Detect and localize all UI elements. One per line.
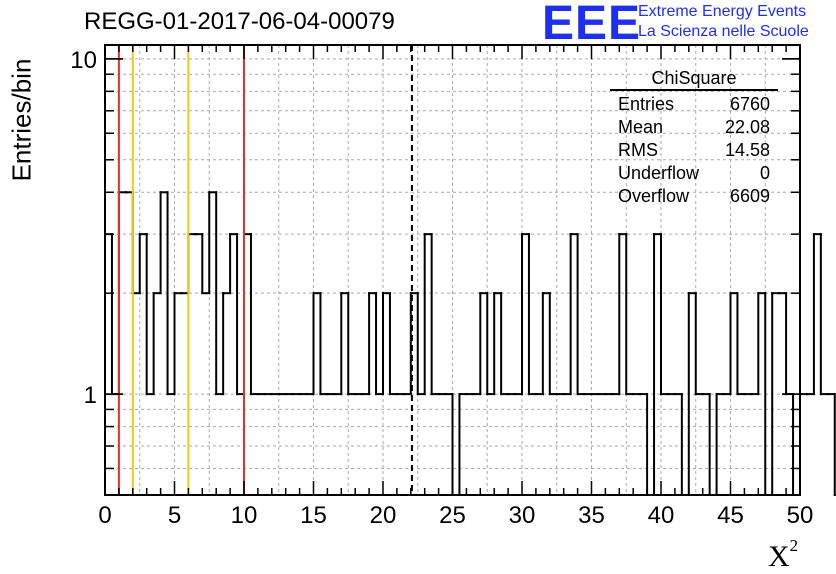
x-tick-label: 50 [787, 502, 814, 529]
stats-label: Overflow [618, 186, 690, 206]
x-tick-label: 20 [370, 502, 397, 529]
y-tick-label: 1 [84, 382, 97, 409]
logo-line-2: La Scienza nelle Scuole [638, 23, 809, 40]
x-axis-label: X2 [768, 536, 798, 574]
stats-label: Mean [618, 117, 664, 137]
stats-row-entries: Entries 6760 [610, 93, 778, 116]
stats-value: 6760 [729, 94, 770, 114]
x-tick-label: 10 [231, 502, 258, 529]
run-title: REGG-01-2017-06-04-00079 [84, 8, 395, 35]
stats-value: 0 [759, 163, 770, 183]
stats-box: ChiSquare Entries 6760 Mean 22.08 RMS 14.58… [610, 68, 778, 208]
stats-row-mean: Mean 22.08 [610, 116, 778, 139]
stats-label: Entries [618, 94, 675, 114]
axes-layer: 0 5 10 15 20 25 30 35 40 45 50 1 10 [70, 44, 814, 529]
x-tick-label: 15 [300, 502, 327, 529]
x-tick-label: 0 [98, 502, 111, 529]
stats-value: 14.58 [724, 140, 770, 160]
stats-row-rms: RMS 14.58 [610, 139, 778, 162]
x-axis-label-superscript: 2 [789, 536, 799, 555]
stats-value: 22.08 [724, 117, 770, 137]
stats-title: ChiSquare [610, 68, 778, 91]
stats-row-underflow: Underflow 0 [610, 162, 778, 185]
x-axis-label-text: X [768, 540, 790, 573]
stats-label: Underflow [618, 163, 700, 183]
eee-logo-text: Extreme Energy Events La Scienza nelle S… [638, 2, 809, 42]
x-tick-label: 25 [439, 502, 466, 529]
stats-row-overflow: Overflow 6609 [610, 185, 778, 208]
reference-lines-layer [117, 45, 413, 495]
x-tick-label: 30 [509, 502, 536, 529]
x-tick-label: 45 [717, 502, 744, 529]
eee-logo-mark: EEE [542, 0, 642, 50]
x-tick-label: 40 [648, 502, 675, 529]
y-tick-label: 10 [70, 47, 97, 74]
stats-label: RMS [618, 140, 658, 160]
histogram-layer [104, 191, 836, 496]
x-tick-label: 5 [168, 502, 181, 529]
logo-line-1: Extreme Energy Events [638, 3, 807, 20]
x-tick-label: 35 [578, 502, 605, 529]
stats-value: 6609 [729, 186, 770, 206]
